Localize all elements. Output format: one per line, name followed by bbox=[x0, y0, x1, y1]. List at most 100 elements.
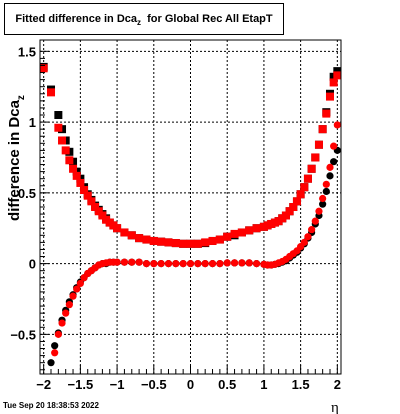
y-tick-label: 0 bbox=[29, 257, 36, 272]
data-point-square bbox=[314, 140, 323, 149]
data-point-square bbox=[65, 156, 74, 165]
data-point-square bbox=[91, 203, 100, 211]
data-point-circle bbox=[216, 260, 224, 268]
data-point-square bbox=[164, 238, 173, 247]
data-point-square bbox=[230, 229, 239, 238]
data-point-square bbox=[303, 174, 312, 183]
data-point-circle bbox=[172, 260, 180, 268]
data-point-circle bbox=[315, 207, 323, 215]
data-point-square bbox=[333, 67, 342, 76]
data-point-square bbox=[113, 224, 122, 233]
data-point-square bbox=[69, 164, 78, 173]
data-point-circle bbox=[201, 260, 209, 268]
data-point-square bbox=[94, 207, 103, 216]
data-point-square bbox=[120, 228, 129, 237]
data-point-circle bbox=[230, 259, 239, 267]
data-point-circle bbox=[308, 226, 316, 234]
data-point-circle bbox=[120, 258, 129, 266]
axis-ticks bbox=[40, 50, 338, 374]
data-point-circle bbox=[65, 301, 73, 309]
data-point-circle bbox=[51, 349, 59, 357]
data-point-circle bbox=[150, 260, 158, 268]
data-point-circle bbox=[113, 258, 121, 266]
data-point-circle bbox=[142, 260, 151, 268]
data-point-square bbox=[186, 239, 195, 248]
data-point-square bbox=[149, 236, 158, 245]
data-point-square bbox=[98, 211, 107, 220]
chart-title-sub: z bbox=[137, 18, 142, 28]
data-point-circle bbox=[238, 259, 246, 267]
data-point-square bbox=[318, 125, 327, 134]
data-point-circle bbox=[322, 187, 330, 196]
data-point-square bbox=[285, 207, 294, 216]
data-point-square bbox=[72, 171, 81, 180]
x-tick-label: −0.5 bbox=[141, 377, 167, 392]
y-tick-label: −0.5 bbox=[10, 327, 36, 342]
data-point-square bbox=[61, 146, 70, 155]
x-tick-label: 2 bbox=[334, 377, 341, 392]
y-tick-label: 0.5 bbox=[18, 186, 36, 201]
chart-title: Fitted difference in Dcaz for Global Rec… bbox=[5, 13, 283, 27]
data-point-circle bbox=[135, 258, 143, 266]
data-point-square bbox=[322, 109, 331, 118]
data-point-square bbox=[329, 78, 338, 87]
y-tick-label: 1 bbox=[29, 115, 36, 130]
data-point-square bbox=[325, 92, 334, 101]
x-tick-label: −1.5 bbox=[68, 377, 94, 392]
x-tick-label: 0.5 bbox=[218, 377, 236, 392]
data-point-square bbox=[245, 226, 254, 235]
data-point-circle bbox=[252, 260, 261, 268]
data-point-circle bbox=[300, 238, 308, 246]
data-point-square bbox=[54, 123, 63, 132]
data-point-circle bbox=[194, 260, 202, 268]
data-point-circle bbox=[319, 194, 327, 203]
data-point-circle bbox=[319, 200, 327, 208]
data-point-circle bbox=[245, 259, 253, 267]
data-point-square bbox=[179, 239, 188, 248]
data-point-circle bbox=[69, 292, 77, 300]
data-point-circle bbox=[326, 163, 334, 171]
data-point-square bbox=[135, 234, 144, 243]
data-point-square bbox=[58, 136, 67, 145]
data-point-square bbox=[87, 197, 96, 206]
data-point-square bbox=[252, 224, 261, 233]
data-point-square bbox=[157, 237, 166, 246]
timestamp: Tue Sep 20 18:38:53 2022 bbox=[3, 401, 99, 410]
data-point-circle bbox=[128, 258, 136, 266]
data-point-circle bbox=[326, 172, 334, 180]
x-tick-label: 1.5 bbox=[292, 377, 310, 392]
data-point-square bbox=[127, 231, 136, 240]
x-axis-label: η bbox=[331, 400, 339, 414]
data-point-circle bbox=[54, 330, 62, 338]
data-point-square bbox=[311, 153, 320, 162]
data-point-square bbox=[171, 239, 180, 248]
data-point-circle bbox=[304, 233, 312, 241]
data-point-circle bbox=[223, 259, 231, 267]
data-point-circle bbox=[186, 260, 195, 268]
data-point-square bbox=[193, 239, 202, 248]
data-point-square bbox=[307, 164, 316, 173]
data-point-square bbox=[142, 235, 151, 244]
data-point-square bbox=[237, 228, 246, 237]
y-axis-label: difference in Dcaz bbox=[6, 95, 27, 221]
data-point-square bbox=[333, 71, 342, 80]
x-tick-label: 0 bbox=[187, 377, 194, 392]
data-point-square bbox=[215, 235, 224, 244]
data-point-square bbox=[201, 238, 210, 247]
y-axis-label-sub: z bbox=[16, 95, 27, 100]
data-point-circle bbox=[62, 309, 70, 317]
chart-title-suffix: for Global Rec All EtapT bbox=[141, 13, 273, 25]
data-point-square bbox=[47, 88, 56, 97]
y-tick-label: 1.5 bbox=[18, 44, 36, 59]
tick-labels: −2 −1.5 −1 −0.5 0 0.5 1 1.5 2 −0.5 0 0.5 1 1.5 bbox=[10, 44, 341, 392]
data-point-circle bbox=[322, 180, 330, 188]
data-point-square bbox=[281, 211, 290, 220]
data-point-circle bbox=[208, 260, 217, 268]
data-point-circle bbox=[164, 260, 173, 268]
data-point-circle bbox=[73, 285, 81, 293]
data-point-square bbox=[76, 178, 85, 187]
data-point-circle bbox=[58, 319, 66, 327]
data-point-square bbox=[80, 186, 89, 195]
data-point-square bbox=[300, 183, 309, 192]
